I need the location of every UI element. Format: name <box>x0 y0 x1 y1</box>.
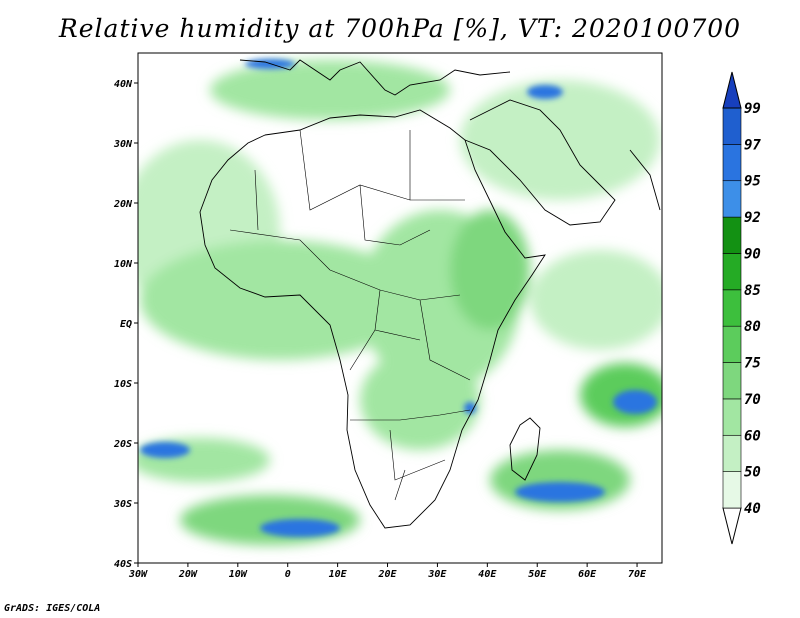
colorbar-label: 92 <box>744 210 761 226</box>
x-tick-label: 10W <box>229 569 248 580</box>
y-tick-label: 30N <box>113 139 133 150</box>
y-tick-label: 30S <box>113 499 132 510</box>
rh-high-east-indian <box>613 390 657 414</box>
coastlines <box>199 59 661 529</box>
india-coastline <box>629 149 661 211</box>
y-tick-label: 10S <box>114 379 132 390</box>
colorbar-segment <box>722 253 742 291</box>
colorbar-label: 75 <box>744 356 761 372</box>
rh-area-indian-ocean <box>530 250 662 350</box>
colorbar-label: 80 <box>744 319 761 335</box>
y-tick-label: 40S <box>114 559 132 570</box>
y-tick-label: 20S <box>113 439 132 450</box>
y-tick-label: EQ <box>120 319 132 330</box>
colorbar-label: 40 <box>744 501 761 517</box>
rh-high-sw-atlantic <box>140 442 190 458</box>
rh-high-caspian <box>527 85 563 99</box>
credit-label: GrADS: IGES/COLA <box>4 603 101 614</box>
colorbar-segment <box>722 471 742 509</box>
colorbar-label: 90 <box>744 246 761 262</box>
x-tick-label: 20W <box>178 569 198 580</box>
map-title: Relative humidity at 700hPa [%], VT: 202… <box>58 14 742 43</box>
colorbar-segment <box>722 362 742 400</box>
colorbar-low-triangle <box>722 507 742 545</box>
x-tick-label: 30W <box>128 569 148 580</box>
x-tick-label: 40E <box>478 569 497 580</box>
plot-frame <box>137 52 663 564</box>
colorbar-segment <box>722 434 742 472</box>
colorbar-high-triangle <box>722 71 742 109</box>
x-tick-label: 50E <box>528 569 547 580</box>
y-axis-ticks: 40N 30N 20N 10N EQ 10S 20S 30S 40S <box>113 79 138 570</box>
colorbar-label: 99 <box>744 101 761 117</box>
rh-area-east-africa <box>450 210 530 330</box>
y-tick-label: 20N <box>113 199 133 210</box>
rh-area-mediterranean <box>210 60 450 120</box>
europe-coastline <box>239 59 511 96</box>
x-tick-label: 70E <box>628 569 647 580</box>
x-tick-label: 0 <box>285 569 291 580</box>
colorbar-label: 97 <box>744 137 761 153</box>
x-tick-label: 20E <box>377 569 397 580</box>
colorbar-segment <box>722 289 742 327</box>
colorbar-label: 70 <box>744 392 761 408</box>
colorbar-segment <box>722 144 742 182</box>
colorbar-segment <box>722 398 742 436</box>
madagascar-coastline <box>509 417 541 481</box>
rh-high-madagascar-sea <box>515 482 605 502</box>
colorbar-label: 50 <box>744 465 761 481</box>
colorbar-segment <box>722 180 742 218</box>
colorbar-segment <box>722 325 742 363</box>
colorbar-segment <box>722 107 742 145</box>
rh-high-south-band <box>260 519 340 537</box>
humidity-high <box>140 59 657 537</box>
x-tick-label: 30E <box>427 569 447 580</box>
arabia-coastline <box>464 99 616 226</box>
colorbar-label: 60 <box>744 428 761 444</box>
x-tick-label: 60E <box>578 569 597 580</box>
y-tick-label: 10N <box>114 259 133 270</box>
rh-area-southern-africa <box>360 350 480 450</box>
colorbar-label: 85 <box>744 283 761 299</box>
rh-area-south-band <box>180 495 360 545</box>
x-tick-label: 10E <box>329 569 348 580</box>
rh-area-gulf-guinea <box>140 240 420 360</box>
colorbar-label: 95 <box>744 174 761 190</box>
rh-high-mozambique <box>464 402 476 414</box>
colorbar: 40 50 60 70 75 80 85 90 92 95 97 99 <box>722 71 761 545</box>
border-lines <box>229 129 471 501</box>
plot-area <box>138 53 662 563</box>
rh-area-middle-east <box>460 80 660 200</box>
colorbar-segment <box>722 216 742 254</box>
africa-coastline <box>199 109 546 529</box>
y-tick-label: 40N <box>114 79 133 90</box>
x-axis-ticks: 30W 20W 10W 0 10E 20E 30E 40E 50E 60E 70E <box>128 563 647 580</box>
